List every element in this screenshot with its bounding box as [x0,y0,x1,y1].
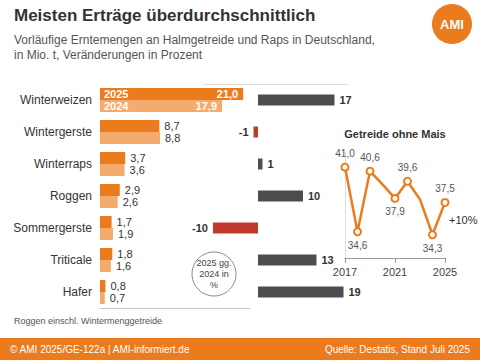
svg-text:0,7: 0,7 [110,292,125,304]
svg-text:Vorläufige Erntemengen an Halm: Vorläufige Erntemengen an Halmgetreide u… [14,33,375,47]
svg-text:1,7: 1,7 [117,216,132,228]
svg-text:1,8: 1,8 [117,248,132,260]
svg-text:© AMI 2025/GE-122a | AMI-infor: © AMI 2025/GE-122a | AMI-informiert.de [10,344,190,355]
svg-text:17,9: 17,9 [196,100,217,112]
svg-text:10: 10 [308,190,320,202]
svg-text:-10: -10 [192,222,208,234]
svg-text:13: 13 [322,254,334,266]
svg-text:1: 1 [268,158,274,170]
svg-text:1,9: 1,9 [118,228,133,240]
svg-text:2024: 2024 [104,100,129,112]
svg-text:34,6: 34,6 [348,240,368,251]
svg-text:Sommergerste: Sommergerste [13,221,92,235]
svg-text:AMI: AMI [440,17,464,32]
svg-text:40,6: 40,6 [360,152,380,163]
svg-text:Triticale: Triticale [50,253,92,267]
svg-text:37,9: 37,9 [385,206,405,217]
svg-text:Winterraps: Winterraps [34,157,92,171]
svg-text:2025: 2025 [104,88,128,100]
svg-text:2025 gg.: 2025 gg. [196,258,231,268]
svg-text:41,0: 41,0 [335,148,355,159]
svg-text:Roggen einschl. Wintermenggetr: Roggen einschl. Wintermenggetreide [14,316,162,326]
svg-text:Hafer: Hafer [63,285,92,299]
svg-text:19: 19 [349,286,361,298]
svg-text:8,7: 8,7 [164,120,179,132]
svg-text:39,6: 39,6 [398,162,418,173]
svg-text:2,6: 2,6 [123,196,138,208]
svg-text:2021: 2021 [383,266,407,278]
svg-text:2,9: 2,9 [125,184,140,196]
svg-text:3,7: 3,7 [130,152,145,164]
svg-text:8,8: 8,8 [165,132,180,144]
svg-text:Wintergerste: Wintergerste [24,125,92,139]
svg-text:2017: 2017 [333,266,357,278]
svg-text:34,3: 34,3 [423,243,443,254]
svg-text:2025: 2025 [433,266,457,278]
svg-text:in Mio. t, Veränderungen in Pr: in Mio. t, Veränderungen in Prozent [14,48,203,62]
svg-text:1,6: 1,6 [116,260,131,272]
svg-text:21,0: 21,0 [217,88,238,100]
svg-text:2024 in: 2024 in [199,269,229,279]
svg-text:Meisten Erträge überdurchschni: Meisten Erträge überdurchschnittlich [14,6,315,25]
svg-text:%: % [210,280,218,290]
svg-text:37,5: 37,5 [435,183,455,194]
svg-text:-1: -1 [239,126,249,138]
svg-text:Roggen: Roggen [50,189,92,203]
svg-text:0,8: 0,8 [110,280,125,292]
svg-text:Getreide ohne Mais: Getreide ohne Mais [344,128,445,140]
svg-text:17: 17 [340,94,352,106]
svg-text:+10%: +10% [449,214,478,226]
svg-text:3,6: 3,6 [130,164,145,176]
svg-text:Winterweizen: Winterweizen [20,93,92,107]
svg-text:Quelle: Destatis, Stand Juli 2: Quelle: Destatis, Stand Juli 2025 [325,344,471,355]
